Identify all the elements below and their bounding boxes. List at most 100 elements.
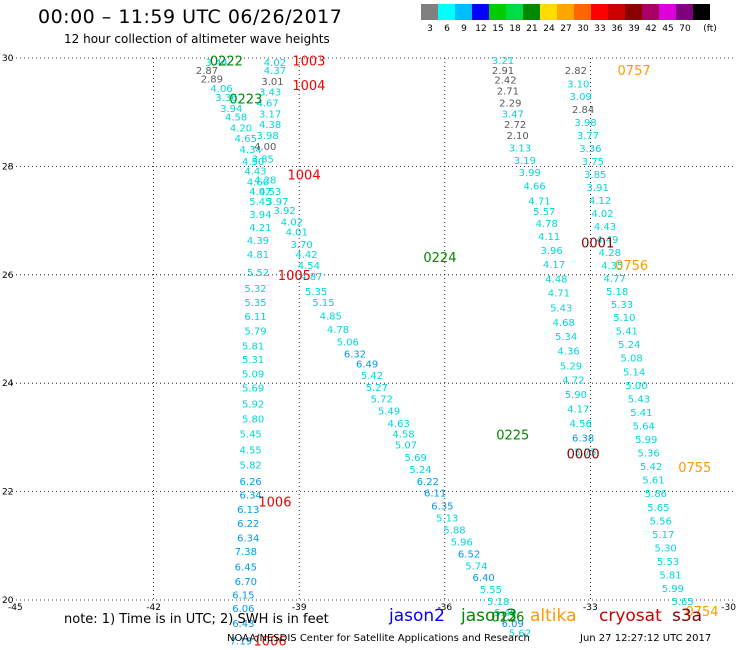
color-swatch xyxy=(659,4,676,20)
wave-height-value: 4.37 xyxy=(264,66,286,77)
wave-height-value: 3.96 xyxy=(540,246,562,257)
pass-time-label: 0001 xyxy=(581,236,614,251)
wave-height-value: 4.17 xyxy=(567,405,589,416)
color-scale-label: 3 xyxy=(427,24,433,34)
wave-height-value: 3.77 xyxy=(577,131,599,142)
wave-height-value: 5.69 xyxy=(242,384,264,395)
color-swatch xyxy=(557,4,574,20)
wave-height-value: 4.58 xyxy=(225,113,247,124)
wave-height-value: 4.71 xyxy=(548,289,570,300)
color-scale-label: 18 xyxy=(509,24,521,34)
wave-height-value: 5.27 xyxy=(366,383,388,394)
wave-height-value: 6.70 xyxy=(235,577,257,588)
wave-height-value: 3.97 xyxy=(266,197,288,208)
wave-height-value: 5.08 xyxy=(621,354,643,365)
legend-jason3: jason3 xyxy=(461,606,517,626)
wave-height-value: 3.85 xyxy=(584,170,606,181)
wave-height-value: 5.42 xyxy=(361,371,383,382)
color-swatch xyxy=(642,4,659,20)
wave-height-value: 5.81 xyxy=(242,341,264,352)
wave-height-value: 4.81 xyxy=(247,250,269,261)
wave-height-value: 5.96 xyxy=(451,537,473,548)
wave-height-value: 5.80 xyxy=(242,414,264,425)
pass-time-labels: 0222 1003 1004 0223 1004 0224 1005 0225 1006 0226… xyxy=(210,55,719,650)
wave-height-value: 4.54 xyxy=(298,261,320,272)
wave-height-value: 2.72 xyxy=(504,120,526,131)
color-scale-label: 39 xyxy=(628,24,640,34)
wave-height-value: 2.71 xyxy=(497,87,519,98)
wave-height-value: 3.13 xyxy=(509,143,531,154)
pass-time-label: 1005 xyxy=(278,269,311,284)
wave-height-value: 6.43 xyxy=(232,619,254,630)
wave-height-value: 6.32 xyxy=(344,349,366,360)
wave-height-value: 3.92 xyxy=(274,206,296,217)
color-swatch xyxy=(574,4,591,20)
wave-height-value: 4.28 xyxy=(599,248,621,259)
pass-time-label: 0223 xyxy=(229,93,262,108)
wave-height-value: 5.53 xyxy=(657,557,679,568)
wave-height-value: 6.09 xyxy=(502,619,524,630)
wave-height-value: 2.89 xyxy=(201,75,223,86)
wave-height-value: 4.42 xyxy=(295,250,317,261)
wave-height-value: 5.13 xyxy=(436,514,458,525)
wave-height-value: 5.52 xyxy=(247,268,269,279)
wave-height-value: 2.42 xyxy=(494,76,516,87)
wave-height-value: 3.43 xyxy=(259,88,281,99)
wave-height-value: 5.43 xyxy=(628,394,650,405)
wave-height-value: 4.06 xyxy=(210,84,232,95)
wave-height-value: 3.75 xyxy=(582,157,604,168)
wave-height-value: 4.01 xyxy=(286,227,308,238)
wave-height-value: 4.12 xyxy=(589,196,611,207)
y-tick-label: 26 xyxy=(2,271,14,281)
wave-height-value: 5.06 xyxy=(337,337,359,348)
color-scale-label: 6 xyxy=(444,24,450,34)
x-tick-label: -39 xyxy=(292,603,307,613)
color-scale-label: 36 xyxy=(611,24,623,34)
wave-height-value: 4.77 xyxy=(604,274,626,285)
wave-height-value: 4.49 xyxy=(596,235,618,246)
wave-height-value: 5.29 xyxy=(560,361,582,372)
wave-height-value: 5.32 xyxy=(244,284,266,295)
wave-height-value: 3.94 xyxy=(220,104,242,115)
wave-height-value: 5.18 xyxy=(606,287,628,298)
y-tick-label: 30 xyxy=(2,54,14,64)
wave-height-value: 5.49 xyxy=(378,406,400,417)
wave-height-value: 4.17 xyxy=(543,260,565,271)
wave-height-value: 5.35 xyxy=(244,298,266,309)
wave-height-value: 2.91 xyxy=(492,66,514,77)
wave-height-value: 4.71 xyxy=(528,197,550,208)
wave-height-value: 3.99 xyxy=(519,168,541,179)
wave-height-value: 4.07 xyxy=(249,187,271,198)
pass-time-label: 1006 xyxy=(258,495,291,510)
wave-height-value: 5.92 xyxy=(242,399,264,410)
wave-height-value: 5.75 xyxy=(574,447,596,458)
wave-height-value: 2.84 xyxy=(572,105,594,116)
color-swatch xyxy=(540,4,557,20)
y-tick-label: 22 xyxy=(2,488,13,498)
wave-height-value: 5.09 xyxy=(242,369,264,380)
wave-height-value: 4.66 xyxy=(523,181,545,192)
wave-height-value: 6.34 xyxy=(240,490,262,501)
color-swatch xyxy=(438,4,455,20)
wave-height-value: 5.45 xyxy=(240,430,262,441)
footer-credit: NOAA/NESDIS Center for Satellite Applica… xyxy=(227,633,530,644)
wave-height-value: 3.09 xyxy=(570,92,592,103)
color-scale-label: 42 xyxy=(645,24,657,34)
wave-height-value: 3.36 xyxy=(579,144,601,155)
x-tick-label: -45 xyxy=(8,603,23,613)
wave-height-value: 5.99 xyxy=(635,435,657,446)
wave-height-value: 5.55 xyxy=(480,585,502,596)
color-scale-label: 15 xyxy=(492,24,504,34)
wave-height-value: 3.98 xyxy=(574,118,596,129)
color-scale-label: 45 xyxy=(662,24,674,34)
wave-height-value: 4.55 xyxy=(240,445,262,456)
color-swatch xyxy=(523,4,540,20)
chart-title: 00:00 – 11:59 UTC 06/26/2017 xyxy=(38,6,343,28)
wave-height-value: 4.87 xyxy=(300,272,322,283)
x-tick-label: -36 xyxy=(437,603,452,613)
wave-height-value: 5.57 xyxy=(533,207,555,218)
wave-height-value: 4.11 xyxy=(538,232,560,243)
pass-time-label: 1006 xyxy=(254,635,287,650)
wave-height-value: 4.72 xyxy=(562,375,584,386)
